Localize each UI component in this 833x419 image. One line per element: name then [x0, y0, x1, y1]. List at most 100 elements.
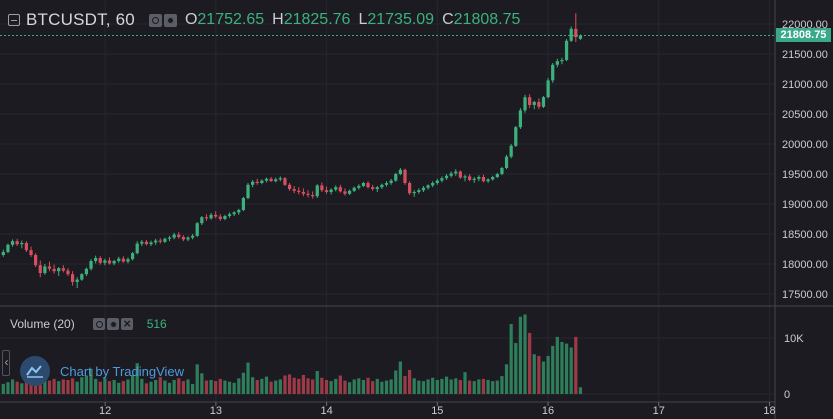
volume-bar	[394, 370, 398, 394]
volume-title[interactable]: Volume (20)	[10, 317, 75, 331]
candle-body	[384, 183, 389, 185]
candle-body	[417, 190, 421, 192]
volume-bar	[154, 380, 158, 394]
candle-body	[449, 173, 453, 176]
volume-bar	[38, 380, 42, 394]
volume-bar	[504, 364, 509, 394]
candle-body	[578, 35, 583, 39]
tradingview-watermark[interactable]: Chart by TradingView	[20, 356, 184, 386]
high-value: 21825.76	[283, 11, 351, 28]
time-tick-label: 12	[99, 405, 111, 417]
candle-body	[324, 190, 329, 192]
candle-body	[546, 80, 550, 98]
candle-body	[537, 102, 541, 107]
volume-bar	[20, 383, 24, 394]
volume-bar	[551, 345, 555, 394]
volume-bar	[449, 379, 453, 394]
candle-body	[278, 178, 282, 180]
candle-body	[232, 212, 236, 215]
candle-body	[560, 60, 564, 62]
open-value: 21752.65	[197, 11, 265, 28]
volume-bar	[357, 378, 361, 394]
volume-bar	[181, 381, 185, 394]
volume-bar	[218, 378, 222, 394]
candle-body	[135, 243, 139, 254]
volume-bar	[366, 377, 370, 394]
price-axis[interactable]: 22000.00 21500.00 21000.00 20500.00 20000.00…	[782, 19, 828, 301]
volume-bar	[149, 381, 153, 394]
candle-body	[366, 183, 370, 188]
candle-body	[329, 189, 333, 192]
volume-bar	[306, 378, 310, 394]
volume-bar	[412, 378, 416, 394]
eye-icon[interactable]	[148, 13, 162, 27]
candle-body	[371, 187, 375, 189]
candle-body	[6, 244, 10, 252]
volume-bar	[315, 371, 319, 394]
candle-body	[541, 97, 546, 107]
volume-bar	[241, 372, 246, 394]
candle-body	[486, 179, 490, 182]
price-tick-label: 17500.00	[782, 289, 828, 301]
candle-body	[20, 243, 24, 245]
candle-body	[172, 234, 176, 238]
candle-body	[200, 217, 204, 224]
volume-bar	[103, 378, 107, 394]
volume-bar	[472, 381, 476, 394]
candle-body	[495, 174, 499, 177]
candle-body	[144, 241, 149, 245]
candle-series	[1, 13, 583, 288]
volume-bar	[541, 361, 546, 394]
candle-body	[500, 168, 504, 174]
volume-bar	[320, 377, 324, 394]
volume-bar	[172, 380, 176, 394]
candle-body	[472, 178, 476, 180]
candle-body	[477, 177, 481, 179]
candle-body	[463, 176, 467, 178]
volume-bar	[468, 380, 472, 394]
candle-body	[468, 176, 472, 180]
gear-icon[interactable]	[163, 13, 177, 27]
candle-body	[241, 198, 246, 210]
low-item: L21735.09	[358, 11, 435, 28]
volume-bar	[278, 379, 282, 394]
volume-bar	[546, 355, 550, 394]
candle-body	[117, 258, 121, 261]
volume-bar	[523, 314, 527, 394]
close-item: C21808.75	[442, 11, 521, 28]
volume-bar	[107, 381, 112, 394]
candle-body	[518, 110, 523, 128]
candle-body	[569, 28, 573, 41]
volume-series	[1, 314, 583, 394]
candle-body	[181, 237, 185, 240]
candle-body	[338, 187, 342, 192]
candle-body	[306, 193, 310, 195]
candle-body	[61, 268, 65, 271]
candle-body	[112, 261, 116, 264]
gear-icon[interactable]	[106, 318, 119, 330]
collapse-toolbar-button[interactable]	[2, 350, 10, 376]
volume-bar	[398, 361, 402, 394]
collapse-legend-button[interactable]	[8, 14, 20, 26]
time-axis[interactable]: 12 13 14 15 16 17 18	[99, 402, 776, 417]
volume-bar	[43, 377, 47, 394]
volume-bar	[361, 380, 366, 394]
eye-icon[interactable]	[92, 318, 105, 330]
volume-bar	[117, 382, 121, 394]
candle-body	[251, 181, 255, 185]
candle-body	[564, 40, 569, 60]
volume-bar	[1, 383, 5, 394]
close-icon[interactable]	[120, 316, 134, 331]
volume-bar	[237, 378, 241, 394]
volume-bar	[500, 376, 504, 394]
open-item: O21752.65	[184, 11, 265, 28]
symbol-title[interactable]: BTCUSDT, 60	[26, 10, 135, 29]
volume-bar	[255, 380, 259, 394]
volume-bar	[94, 378, 98, 394]
candle-body	[121, 258, 125, 262]
candle-body	[380, 184, 384, 188]
volume-bar	[569, 347, 573, 394]
volume-bar	[24, 376, 29, 394]
volume-bar	[444, 376, 449, 394]
